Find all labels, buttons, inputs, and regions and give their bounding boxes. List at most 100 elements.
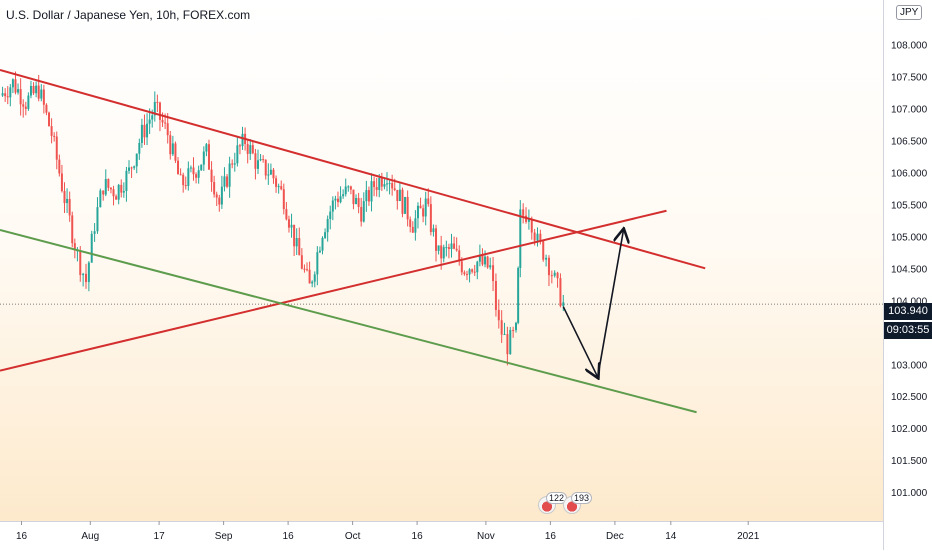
candle-body — [375, 187, 378, 190]
candle-body — [238, 145, 241, 147]
candle-body — [37, 85, 40, 99]
price-tick-label: 102.500 — [891, 392, 928, 403]
candle-body — [184, 185, 187, 187]
candle-body — [331, 200, 334, 212]
candle-body — [429, 204, 432, 233]
currency-badge[interactable]: JPY — [896, 5, 923, 20]
candle-body — [158, 102, 161, 120]
candle-body — [169, 135, 172, 155]
lower-support-line — [0, 228, 697, 414]
candle-body — [562, 302, 565, 307]
price-tick-label: 105.000 — [891, 232, 928, 243]
candle-body — [53, 135, 56, 137]
candle-body — [336, 198, 339, 203]
candle-body — [143, 124, 146, 138]
candle-body — [107, 179, 110, 188]
candle-body — [82, 273, 85, 276]
candle-body — [210, 169, 213, 182]
candle-body — [316, 252, 319, 275]
candle-body — [254, 153, 257, 169]
time-axis[interactable] — [0, 521, 883, 551]
candle-body — [164, 122, 167, 124]
candle-body — [130, 167, 133, 169]
candle-body — [90, 233, 93, 263]
candle-body — [455, 248, 458, 251]
candle-body — [437, 245, 440, 251]
candle-body — [489, 265, 492, 268]
candle-body — [66, 198, 69, 204]
candle-body — [515, 322, 517, 331]
candle-body — [519, 209, 522, 268]
bar-countdown-tag: 09:03:55 — [884, 322, 932, 339]
price-tick-label: 107.500 — [891, 72, 928, 83]
last-price-tag: 103.940 — [884, 303, 932, 320]
time-tick-label: 17 — [154, 531, 166, 542]
candle-body — [71, 215, 74, 244]
candle-body — [55, 136, 58, 160]
candle-body — [373, 181, 376, 188]
price-axis-labels: 101.000101.500102.000102.500103.000103.5… — [891, 40, 928, 499]
candle-body — [378, 177, 381, 190]
candle-body — [50, 126, 53, 136]
upper-resistance-line — [0, 69, 706, 270]
candle-body — [536, 233, 539, 241]
candle-body — [476, 261, 479, 273]
candle-body — [1, 93, 4, 96]
candle-body — [360, 206, 363, 222]
candle-body — [138, 142, 141, 154]
candle-body — [411, 226, 414, 233]
candle-body — [17, 89, 20, 93]
candle-body — [362, 201, 365, 222]
candle-body — [542, 241, 545, 260]
candle-body — [357, 198, 360, 207]
candle-body — [414, 218, 417, 233]
candle-body — [9, 87, 12, 98]
candle-body — [104, 179, 107, 195]
price-chart[interactable] — [0, 0, 883, 521]
candle-body — [393, 188, 396, 191]
price-axis[interactable] — [883, 0, 932, 550]
candle-body — [153, 101, 156, 116]
candle-body — [166, 123, 169, 136]
candle-body — [79, 250, 82, 276]
candle-body — [422, 208, 425, 217]
time-tick-label: 2021 — [737, 531, 760, 542]
candle-body — [109, 187, 112, 190]
candle-body — [174, 143, 177, 161]
candle-body — [112, 189, 115, 197]
candle-body — [293, 224, 296, 247]
time-tick-label: Nov — [477, 531, 495, 542]
candle-body — [228, 163, 231, 187]
candle-body — [435, 228, 438, 251]
candle-body — [246, 144, 249, 154]
candle-body — [189, 167, 192, 169]
candle-body — [29, 85, 32, 96]
candle-body — [533, 232, 536, 241]
candle-body — [275, 178, 278, 187]
candle-body — [215, 194, 218, 198]
candle-body — [463, 272, 466, 275]
candle-body — [60, 173, 63, 192]
candle-body — [497, 309, 500, 321]
candle-body — [512, 329, 515, 331]
candle-body — [484, 256, 487, 265]
candle-body — [509, 329, 512, 355]
candle-body — [140, 124, 143, 143]
candle-body — [177, 160, 180, 175]
candle-body — [22, 104, 25, 107]
candle-body — [318, 250, 321, 253]
price-tick-label: 108.000 — [891, 40, 928, 51]
candle-body — [102, 190, 105, 195]
candle-body — [559, 278, 562, 307]
candle-body — [396, 190, 399, 202]
candle-body — [135, 153, 138, 167]
candle-body — [486, 256, 489, 268]
candle-body — [517, 267, 520, 323]
middle-trend-line — [0, 209, 667, 372]
candle-body — [156, 101, 159, 103]
candles — [1, 71, 565, 366]
candle-body — [192, 167, 195, 175]
candle-body — [311, 281, 314, 284]
candle-body — [68, 198, 71, 216]
candle-body — [342, 194, 345, 197]
